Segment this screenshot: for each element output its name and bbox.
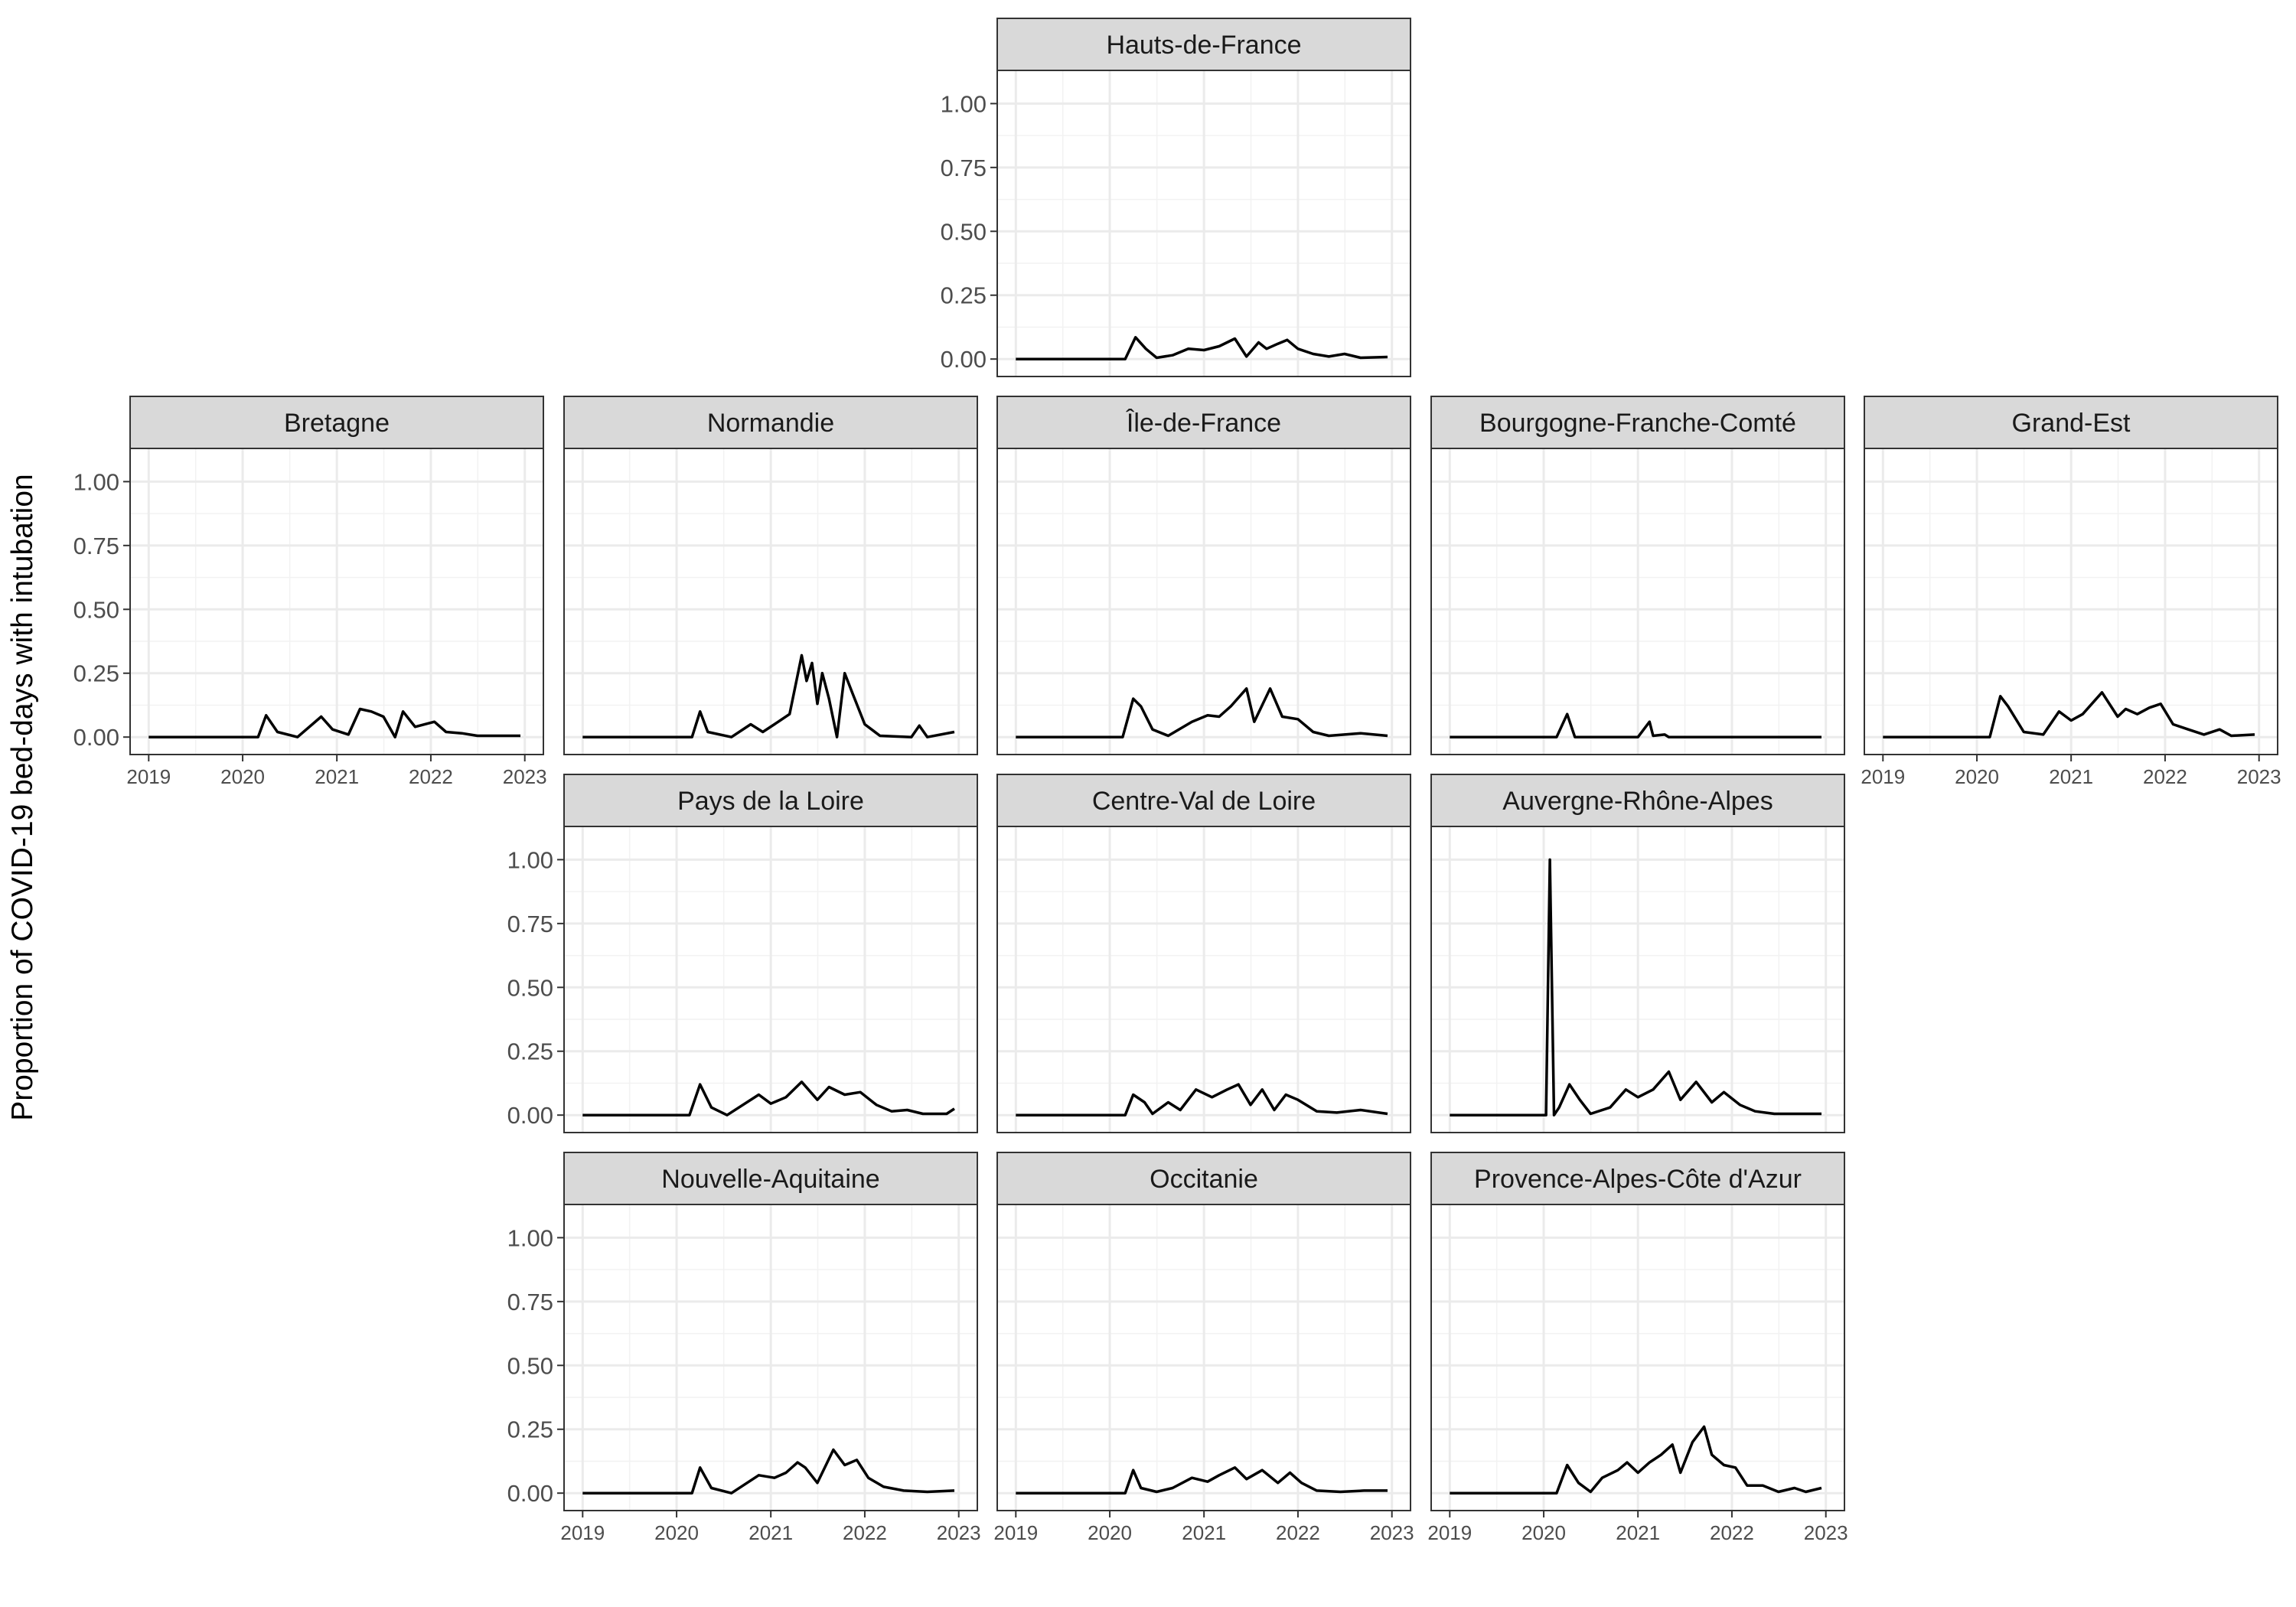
- x-tick-label: 2020: [1955, 765, 1999, 788]
- series-line-provence-alpes-cote-d-azur: [1450, 1425, 1822, 1495]
- facet-grand-est: Grand-Est 2019 2020 2021 2022 2023: [1861, 396, 2281, 788]
- facet-title: Pays de la Loire: [677, 787, 864, 816]
- facet-strip: [996, 18, 1411, 71]
- x-tick-label: 2023: [937, 1521, 981, 1544]
- y-tick-label: 0.50: [941, 218, 987, 245]
- y-tick-label: 0.50: [507, 974, 553, 1001]
- series-line-bourgogne-franche-comte: [1450, 712, 1821, 738]
- panel-border: [563, 826, 978, 1133]
- x-tick-label: 2023: [2237, 765, 2281, 788]
- y-tick-label: 0.75: [507, 1289, 553, 1315]
- series-line-bretagne: [148, 707, 520, 738]
- x-tick-label: 2021: [2049, 765, 2093, 788]
- facet-strip: [1430, 1152, 1845, 1205]
- x-tick-label: 2023: [1370, 1521, 1414, 1544]
- x-tick-label: 2023: [1804, 1521, 1848, 1544]
- facet-normandie: Normandie: [563, 396, 978, 755]
- y-tick-label: 1.00: [941, 90, 987, 117]
- y-tick-label: 0.00: [507, 1102, 553, 1129]
- x-tick-label: 2020: [654, 1521, 699, 1544]
- panel-border: [1430, 448, 1845, 755]
- facet-strip: [1430, 774, 1845, 827]
- panel-border: [996, 448, 1411, 755]
- series-line-nouvelle-aquitaine: [582, 1448, 955, 1495]
- facet-title: Bourgogne-Franche-Comté: [1479, 409, 1796, 438]
- facet-title: Normandie: [707, 409, 834, 438]
- facet-strip: [129, 396, 544, 449]
- y-axis-label: Proportion of COVID-19 bed-days with int…: [6, 474, 39, 1121]
- x-tick-label: 2021: [1616, 1521, 1660, 1544]
- x-tick-label: 2020: [1088, 1521, 1132, 1544]
- y-tick-label: 0.00: [73, 724, 119, 751]
- x-tick-label: 2021: [1182, 1521, 1226, 1544]
- facet-title: Occitanie: [1150, 1165, 1258, 1194]
- y-tick-label: 1.00: [507, 1224, 553, 1251]
- y-tick-label: 0.00: [941, 346, 987, 373]
- x-tick-label: 2020: [1521, 1521, 1566, 1544]
- facet-auvergne-rhone-alpes: Auvergne-Rhône-Alpes: [1430, 774, 1845, 1133]
- series-line-hauts-de-france: [1016, 336, 1388, 360]
- facet-occitanie: Occitanie 2019 2020 2021 2022 2023: [993, 1152, 1414, 1544]
- y-tick-label: 0.50: [73, 596, 119, 623]
- facet-strip: [996, 774, 1411, 827]
- facet-title: Auvergne-Rhône-Alpes: [1502, 787, 1773, 816]
- y-tick-label: 0.00: [507, 1480, 553, 1507]
- y-tick-label: 0.75: [941, 155, 987, 181]
- x-tick-label: 2022: [1276, 1521, 1320, 1544]
- y-tick-label: 0.75: [73, 533, 119, 559]
- facet-bourgogne-franche-comte: Bourgogne-Franche-Comté: [1430, 396, 1845, 755]
- x-tick-label: 2022: [843, 1521, 887, 1544]
- facet-strip: [1864, 396, 2278, 449]
- x-tick-label: 2019: [1427, 1521, 1472, 1544]
- facet-strip: [563, 1152, 978, 1205]
- y-tick-label: 0.25: [507, 1038, 553, 1065]
- x-tick-label: 2019: [560, 1521, 605, 1544]
- series-line-ile-de-france: [1016, 687, 1388, 738]
- facet-provence-alpes-cote-d-azur: Provence-Alpes-Côte d'Azur 2019 2020 2021 20…: [1427, 1152, 1848, 1544]
- panel-border: [1430, 826, 1845, 1133]
- x-tick-label: 2019: [993, 1521, 1038, 1544]
- x-tick-label: 2022: [409, 765, 453, 788]
- facet-title: Hauts-de-France: [1106, 31, 1301, 60]
- series-line-grand-est: [1883, 691, 2255, 738]
- y-tick-label: 1.00: [507, 846, 553, 873]
- y-tick-label: 0.25: [73, 660, 119, 687]
- series-line-normandie: [582, 654, 955, 738]
- y-tick-label: 1.00: [73, 468, 119, 495]
- facet-title: Grand-Est: [2012, 409, 2131, 438]
- panel-border: [996, 826, 1411, 1133]
- facet-strip: [996, 1152, 1411, 1205]
- y-tick-label: 0.50: [507, 1352, 553, 1379]
- facet-ile-de-france: Île-de-France: [996, 396, 1411, 755]
- x-tick-label: 2021: [748, 1521, 793, 1544]
- x-tick-label: 2019: [1861, 765, 1905, 788]
- y-tick-label: 0.75: [507, 911, 553, 937]
- y-tick-label: 0.25: [507, 1416, 553, 1443]
- facet-title: Provence-Alpes-Côte d'Azur: [1474, 1165, 1802, 1194]
- panel-border: [563, 448, 978, 755]
- facet-title: Centre-Val de Loire: [1092, 787, 1316, 816]
- x-tick-label: 2022: [1710, 1521, 1754, 1544]
- facet-strip: [1430, 396, 1845, 449]
- x-tick-label: 2023: [503, 765, 547, 788]
- facet-title: Bretagne: [284, 409, 390, 438]
- facet-bretagne: Bretagne 0.00 0.25 0.50 0.75 1.00 2019 2020 2021…: [73, 396, 547, 788]
- facet-nouvelle-aquitaine: Nouvelle-Aquitaine 0.00 0.25 0.50 0.75 1.00 20…: [507, 1152, 981, 1544]
- y-tick-label: 0.25: [941, 282, 987, 309]
- series-line-pays-de-la-loire: [582, 1081, 955, 1116]
- x-tick-label: 2022: [2143, 765, 2187, 788]
- series-line-occitanie: [1016, 1466, 1388, 1495]
- x-tick-label: 2020: [220, 765, 265, 788]
- x-tick-label: 2021: [315, 765, 359, 788]
- facet-hauts-de-france: Hauts-de-France 0.00 0.25 0.50 0.75 1.00: [941, 18, 1411, 377]
- facet-centre-val-de-loire: Centre-Val de Loire: [996, 774, 1411, 1133]
- facet-title: Nouvelle-Aquitaine: [661, 1165, 879, 1194]
- facet-pays-de-la-loire: Pays de la Loire 0.00 0.25 0.50 0.75 1.00: [507, 774, 978, 1133]
- x-tick-label: 2019: [126, 765, 171, 788]
- series-line-centre-val-de-loire: [1016, 1083, 1388, 1116]
- panel-border: [996, 70, 1411, 377]
- facet-title: Île-de-France: [1126, 409, 1281, 438]
- series-line-auvergne-rhone-alpes: [1450, 858, 1821, 1116]
